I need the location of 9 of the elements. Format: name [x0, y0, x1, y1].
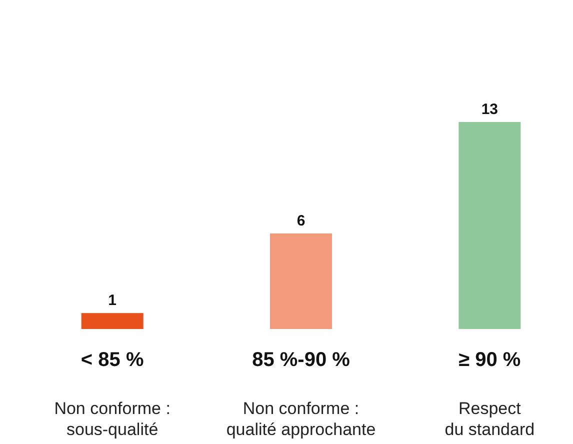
x-tick-label: < 85 % — [80, 349, 144, 371]
x-tick-label: ≥ 90 % — [458, 349, 521, 371]
text: Respect du standard — [444, 399, 535, 439]
data-label: 1 — [108, 292, 117, 310]
text: Non conforme : qualité approchante — [226, 399, 376, 439]
data-label: 13 — [481, 101, 498, 118]
text: Non conforme : sous-qualité — [54, 399, 170, 439]
data-label: 6 — [296, 212, 306, 230]
x-tick-label: 85 %-90 % — [252, 349, 350, 371]
